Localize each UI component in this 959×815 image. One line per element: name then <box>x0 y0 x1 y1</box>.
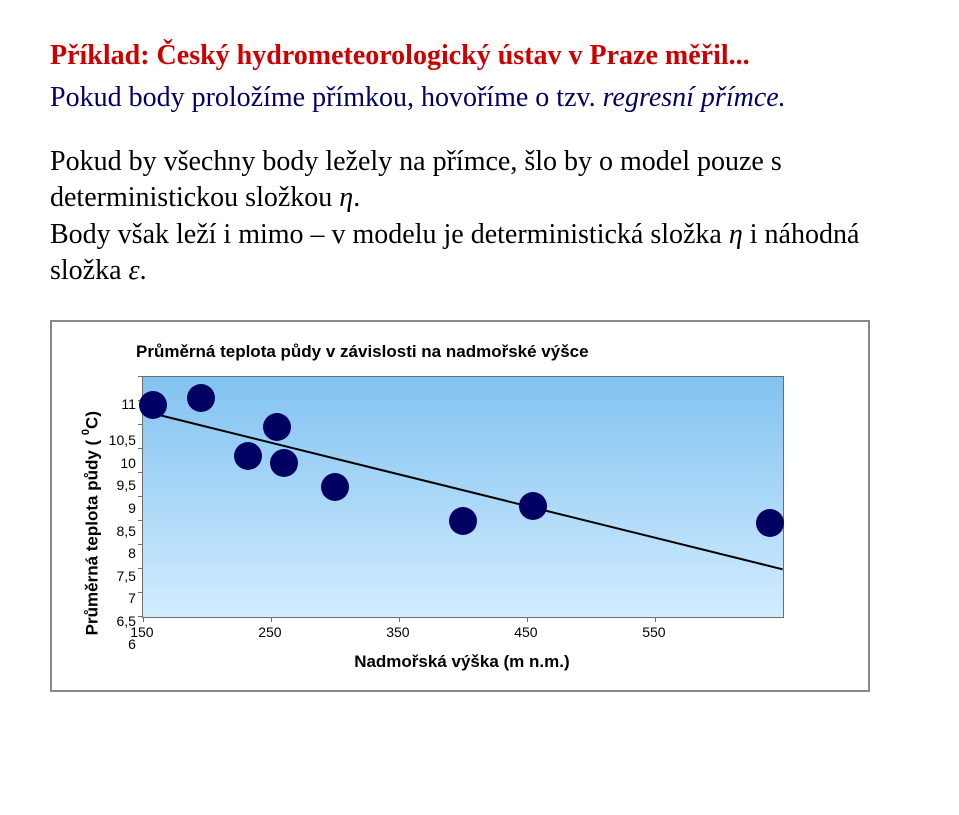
chart-title: Průměrná teplota půdy v závislosti na na… <box>136 342 840 362</box>
x-tick-label: 250 <box>258 624 281 640</box>
y-tick-label: 11 <box>121 397 136 411</box>
ylabel-b: C) <box>83 411 102 429</box>
data-point <box>756 509 784 537</box>
y-tick-label: 9 <box>128 501 136 515</box>
scatter-plot <box>142 376 784 618</box>
y-tick-mark <box>138 376 143 377</box>
para-line1: Pokud by všechny body ležely na přímce, … <box>50 146 782 213</box>
y-tick-label: 7,5 <box>116 569 135 583</box>
x-axis-label: Nadmořská výška (m n.m.) <box>142 652 782 672</box>
x-tick-mark <box>527 617 528 622</box>
x-tick-mark <box>399 617 400 622</box>
x-tick-label: 450 <box>514 624 537 640</box>
y-tick-mark <box>138 568 143 569</box>
y-tick-mark <box>138 472 143 473</box>
para-dot2: . <box>140 255 147 286</box>
y-tick-mark <box>138 448 143 449</box>
para-line2a: Body však leží i mimo – v modelu je dete… <box>50 219 729 250</box>
y-tick-mark <box>138 424 143 425</box>
y-tick-label: 10,5 <box>109 433 136 447</box>
subtitle: Pokud body proložíme přímkou, hovoříme o… <box>50 82 909 114</box>
y-tick-mark <box>138 544 143 545</box>
y-tick-label: 9,5 <box>116 478 135 492</box>
x-tick-mark <box>143 617 144 622</box>
regression-line <box>143 410 783 570</box>
y-tick-label: 7 <box>128 591 136 605</box>
page-heading: Příklad: Český hydrometeorologický ústav… <box>50 40 909 72</box>
data-point <box>519 492 547 520</box>
x-tick-label: 350 <box>386 624 409 640</box>
chart-container: Průměrná teplota půdy v závislosti na na… <box>50 320 870 692</box>
y-tick-mark <box>138 496 143 497</box>
plot-wrap: 150250350450550 Nadmořská výška (m n.m.) <box>142 376 784 672</box>
ylabel-sup: 0 <box>80 429 92 435</box>
y-tick-label: 8 <box>128 546 136 560</box>
eta-2: η <box>729 219 743 250</box>
data-point <box>139 391 167 419</box>
y-tick-label: 8,5 <box>116 524 135 538</box>
x-tick-mark <box>655 617 656 622</box>
data-point <box>449 507 477 535</box>
data-point <box>234 442 262 470</box>
x-tick-mark <box>271 617 272 622</box>
x-tick-label: 550 <box>642 624 665 640</box>
eta-1: η <box>339 182 353 213</box>
y-ticks: 1110,5109,598,587,576,56 <box>109 404 136 644</box>
y-axis-label: Průměrná teplota půdy ( 0C) <box>80 411 103 635</box>
subtitle-em: regresní přímce. <box>603 82 786 113</box>
paragraph: Pokud by všechny body ležely na přímce, … <box>50 144 909 290</box>
y-tick-label: 10 <box>120 456 136 470</box>
x-tick-label: 150 <box>130 624 153 640</box>
y-tick-mark <box>138 520 143 521</box>
x-ticks: 150250350450550 <box>142 624 782 642</box>
subtitle-text: Pokud body proložíme přímkou, hovoříme o… <box>50 82 603 113</box>
data-point <box>270 449 298 477</box>
y-tick-mark <box>138 592 143 593</box>
data-point <box>263 413 291 441</box>
epsilon: ε <box>129 255 140 286</box>
data-point <box>187 384 215 412</box>
data-point <box>321 473 349 501</box>
para-dot1: . <box>353 182 360 213</box>
chart-body: Průměrná teplota půdy ( 0C) 11 10,5 10 9,5 9… <box>80 376 840 672</box>
ylabel-a: Průměrná teplota půdy ( <box>83 435 102 635</box>
